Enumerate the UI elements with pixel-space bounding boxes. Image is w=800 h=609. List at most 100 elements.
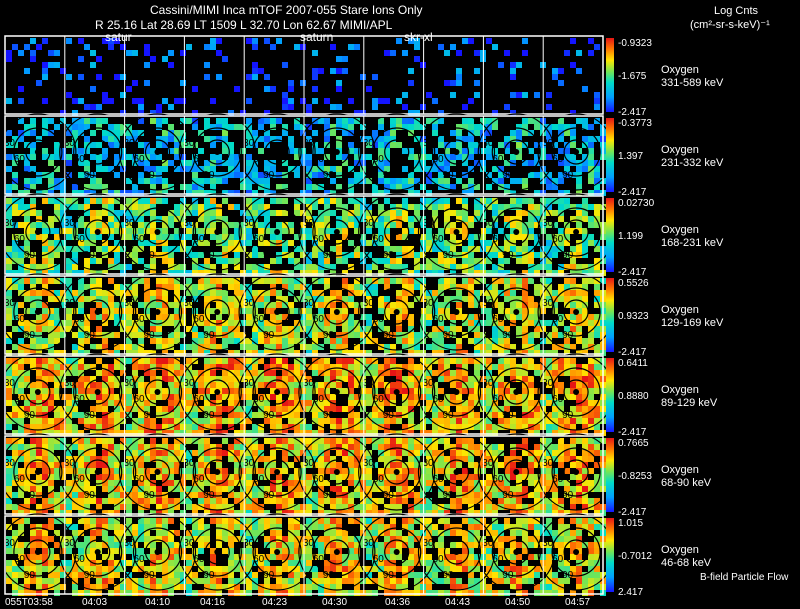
image-pixel	[486, 424, 492, 430]
image-pixel	[288, 326, 294, 332]
contour-line	[192, 207, 242, 257]
image-pixel	[486, 412, 492, 418]
image-pixel	[108, 228, 114, 234]
image-pixel	[132, 290, 138, 296]
image-pixel	[186, 474, 192, 480]
image-pixel	[48, 444, 54, 450]
image-pixel	[522, 178, 528, 184]
image-pixel	[294, 172, 300, 178]
image-pixel	[42, 290, 48, 296]
image-pixel	[114, 210, 120, 216]
image-pixel	[408, 388, 414, 394]
image-pixel	[204, 332, 210, 338]
image-pixel	[270, 394, 276, 400]
image-pixel	[384, 148, 390, 154]
image-pixel	[390, 382, 396, 388]
image-pixel	[114, 456, 120, 462]
image-pixel	[174, 418, 180, 424]
image-pixel	[84, 364, 90, 370]
image-pixel	[18, 290, 24, 296]
image-pixel	[210, 136, 216, 142]
image-pixel	[240, 344, 246, 350]
image-pixel	[282, 424, 288, 430]
image-pixel	[120, 222, 126, 228]
colorbar-max-label: 0.02730	[618, 198, 655, 209]
image-pixel	[474, 462, 480, 468]
image-pixel	[510, 388, 516, 394]
image-pixel	[234, 468, 240, 474]
image-pixel	[534, 450, 540, 456]
contour-label: 60	[74, 154, 86, 165]
image-pixel	[48, 296, 54, 302]
image-pixel	[24, 344, 30, 350]
image-pixel	[558, 296, 564, 302]
image-pixel	[522, 382, 528, 388]
image-pixel	[366, 468, 372, 474]
image-pixel	[564, 166, 570, 172]
image-pixel	[306, 424, 312, 430]
image-pixel	[564, 278, 570, 284]
image-pixel	[582, 388, 588, 394]
image-pixel	[342, 160, 348, 166]
image-pixel	[510, 222, 516, 228]
image-pixel	[516, 210, 522, 216]
image-pixel	[522, 38, 528, 44]
image-pixel	[126, 376, 132, 382]
image-pixel	[372, 444, 378, 450]
image-pixel	[432, 450, 438, 456]
image-pixel	[78, 216, 84, 222]
image-pixel	[36, 462, 42, 468]
image-pixel	[390, 204, 396, 210]
image-pixel	[468, 338, 474, 344]
image-pixel	[594, 406, 600, 412]
image-pixel	[30, 450, 36, 456]
image-pixel	[120, 474, 126, 480]
image-pixel	[240, 184, 246, 190]
image-pixel	[546, 332, 552, 338]
image-pixel	[546, 246, 552, 252]
image-pixel	[594, 246, 600, 252]
image-pixel	[162, 258, 168, 264]
image-pixel	[498, 480, 504, 486]
image-pixel	[414, 332, 420, 338]
contour-line	[13, 127, 63, 177]
image-pixel	[240, 124, 246, 130]
image-pixel	[492, 166, 498, 172]
image-pixel	[570, 364, 576, 370]
image-pixel	[90, 222, 96, 228]
image-pixel	[366, 338, 372, 344]
contour-line	[264, 299, 290, 325]
image-pixel	[210, 222, 216, 228]
contour-label: 90	[24, 170, 36, 181]
image-pixel	[156, 104, 162, 110]
image-pixel	[246, 38, 252, 44]
image-pixel	[336, 344, 342, 350]
image-pixel	[258, 474, 264, 480]
image-pixel	[348, 444, 354, 450]
image-pixel	[528, 314, 534, 320]
image-pixel	[462, 264, 468, 270]
image-pixel	[570, 284, 576, 290]
image-pixel	[312, 172, 318, 178]
image-pixel	[6, 418, 12, 424]
image-pixel	[18, 480, 24, 486]
image-pixel	[324, 190, 330, 196]
image-pixel	[234, 314, 240, 320]
image-pixel	[462, 118, 468, 124]
image-pixel	[414, 278, 420, 284]
image-pixel	[78, 418, 84, 424]
image-pixel	[570, 154, 576, 160]
image-pixel	[270, 258, 276, 264]
image-pixel	[270, 388, 276, 394]
image-pixel	[258, 118, 264, 124]
image-pixel	[306, 166, 312, 172]
image-pixel	[18, 118, 24, 124]
image-pixel	[462, 418, 468, 424]
image-pixel	[426, 344, 432, 350]
image-pixel	[354, 468, 360, 474]
image-pixel	[192, 376, 198, 382]
image-pixel	[78, 74, 84, 80]
image-pixel	[552, 252, 558, 258]
image-pixel	[102, 184, 108, 190]
image-pixel	[132, 160, 138, 166]
